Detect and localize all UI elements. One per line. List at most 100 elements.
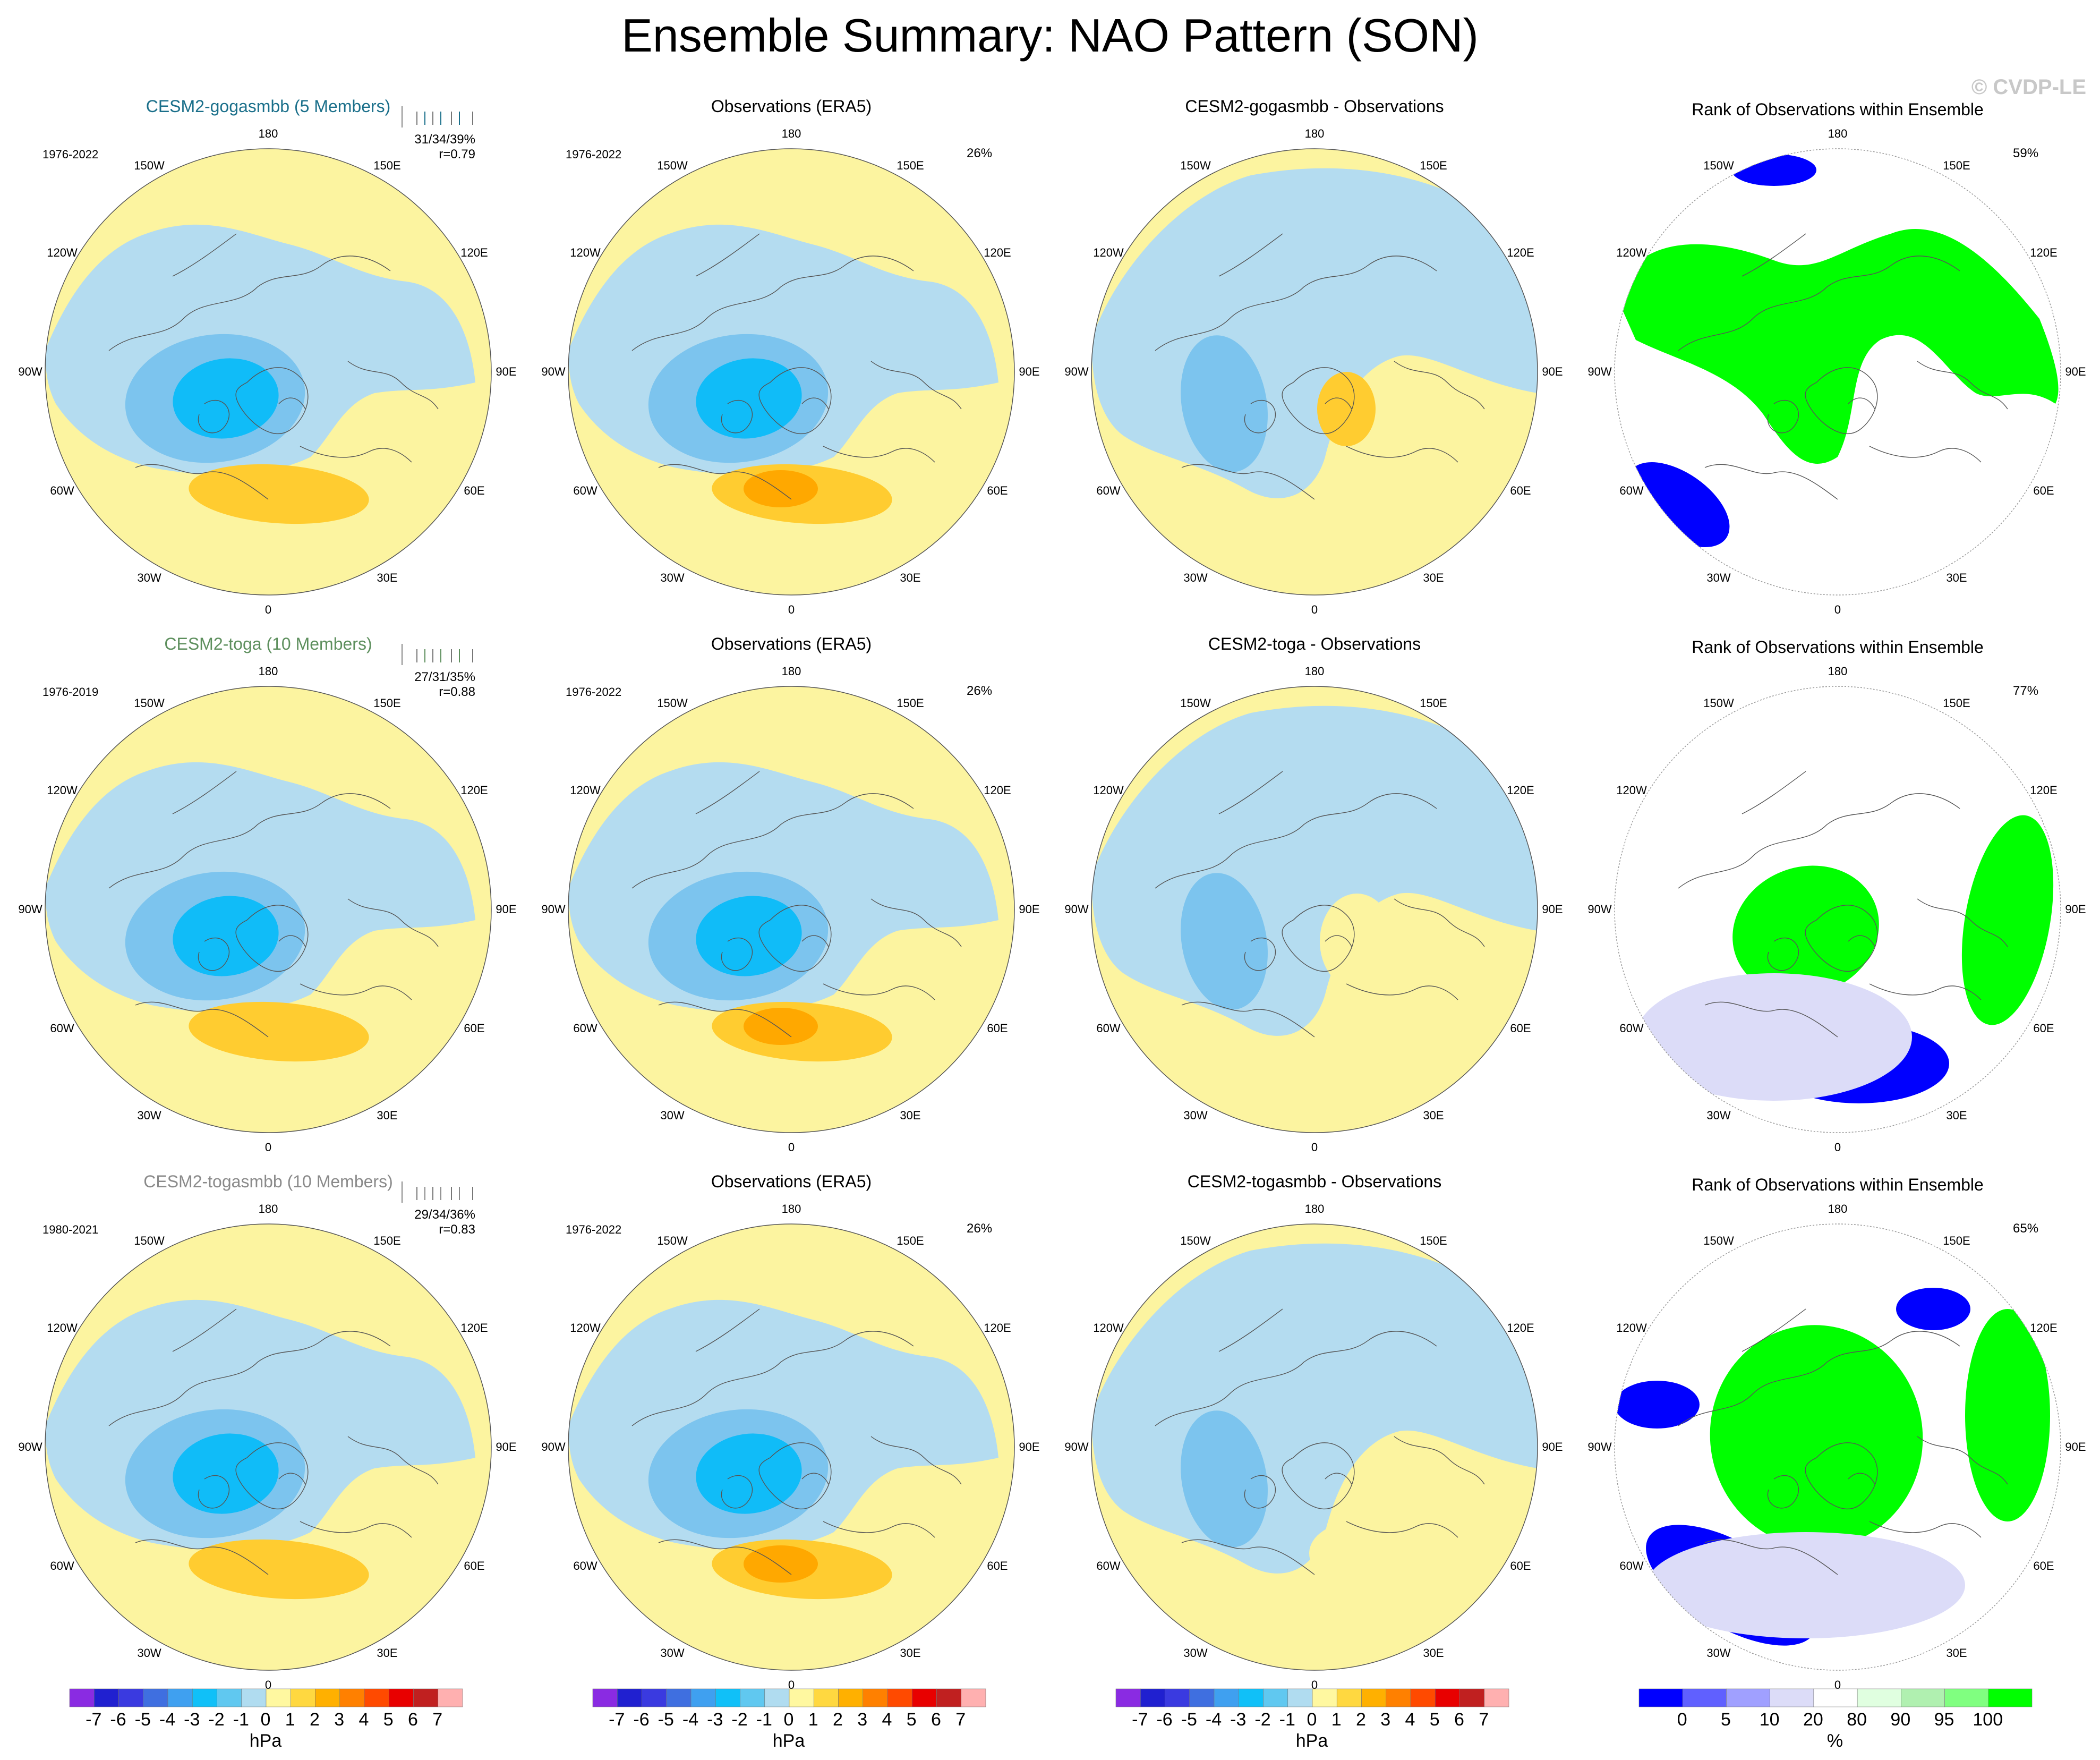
longitude-label: 120E [460,1321,488,1334]
longitude-label: 0 [264,1141,272,1154]
colorbar-box [1361,1688,1387,1707]
longitude-label: 30E [900,1108,921,1122]
colorbar-box [1189,1688,1215,1707]
longitude-label: 120W [47,1321,78,1334]
colorbar-tick-label: -7 [609,1710,625,1730]
rank-map [1614,148,2061,596]
colorbar-tick-label: 2 [833,1710,843,1730]
coastline [1181,1539,1315,1575]
colorbar-tick-label: -1 [233,1710,249,1730]
colorbar-box [1944,1688,1989,1707]
pattern-percent: 26% [967,146,993,160]
rank-low-region [1896,1288,1970,1330]
colorbar-tick-label: -7 [1132,1710,1148,1730]
longitude-label: 120W [570,246,601,259]
colorbar-box [1638,1688,1683,1707]
coastline [1678,256,1960,351]
colorbar-tick-label: -6 [110,1710,126,1730]
coastline [721,938,753,971]
coastline [1767,938,1799,971]
colorbar-tick-label: 6 [931,1710,941,1730]
longitude-label: 0 [788,1678,795,1691]
colorbar-tick-label: -1 [756,1710,772,1730]
colorbar-box [1813,1688,1858,1707]
colorbar-box [887,1688,912,1707]
longitude-label: 60E [987,1022,1008,1035]
map-outline [1091,686,1538,1133]
colorbar-box [1140,1688,1165,1707]
longitude-label: 120W [47,246,78,259]
colorbar-tick-label: 2 [310,1710,320,1730]
colorbar-box [167,1688,193,1707]
longitude-label: 60W [1096,1022,1121,1035]
longitude-label: 0 [1834,1141,1841,1154]
longitude-label: 180 [258,1202,278,1215]
colorbar-box [1287,1688,1313,1707]
longitude-label: 30W [1183,1108,1208,1122]
colorbar-tick-label: 1 [808,1710,818,1730]
longitude-label: 120E [460,784,488,797]
longitude-label: 90W [1064,365,1089,378]
coastline [823,983,935,1000]
rank-low-light-region [1636,973,1912,1101]
obs-map [568,1223,1015,1671]
longitude-label: 30E [1423,1646,1444,1660]
longitude-label: 150E [897,1234,924,1248]
coastline [1282,905,1355,972]
longitude-label: 150E [1943,1234,1970,1248]
rank-low-region [1615,1381,1700,1429]
colorbar-tick-label: 4 [1405,1710,1415,1730]
longitude-label: 150W [1180,696,1211,710]
longitude-label: 150E [1943,159,1970,173]
colorbar-box [1336,1688,1362,1707]
colorbar-box [1770,1688,1814,1707]
negative-anomaly-core [173,358,279,439]
longitude-label: 60W [573,1022,597,1035]
colorbar-tick-label: -5 [134,1710,151,1730]
colorbar-box [1214,1688,1239,1707]
coastline [631,256,914,351]
map-outline [1091,1223,1538,1671]
coastline [347,898,439,947]
longitude-label: 180 [781,127,801,140]
coastline [1346,1521,1458,1538]
longitude-label: 60W [1619,1559,1644,1572]
colorbar-box [413,1688,439,1707]
obs-panel-title: Observations (ERA5) [711,634,872,653]
rank-panel-title: Rank of Observations within Ensemble [1692,100,1984,119]
coastline [1346,446,1458,463]
longitude-label: 120E [2030,246,2058,259]
longitude-label: 150E [897,159,924,173]
longitude-label: 60E [2033,1022,2054,1035]
coastline [1325,397,1352,410]
longitude-label: 90E [1019,1440,1040,1453]
coastline [235,1442,309,1510]
variance-stats: 31/34/39% [414,132,475,147]
longitude-label: 120E [984,246,1011,259]
coastline [1848,935,1875,947]
colorbar-units: hPa [249,1731,282,1751]
longitude-label: 180 [1304,127,1325,140]
rank-colorbar [1638,1688,2033,1707]
longitude-label: 30E [377,1646,398,1660]
negative-anomaly-core [696,896,802,976]
colorbar-box [1410,1688,1436,1707]
longitude-label: 120W [1093,1321,1124,1334]
longitude-label: 90E [1019,365,1040,378]
obs-map [568,148,1015,596]
coastline [1678,1331,1960,1426]
colorbar-tick-label: -1 [1279,1710,1295,1730]
colorbar-box [1435,1688,1460,1707]
longitude-label: 60E [1510,1022,1531,1035]
longitude-label: 0 [1834,603,1841,616]
longitude-label: 150W [134,696,165,710]
colorbar-tick-label: 7 [1479,1710,1489,1730]
longitude-label: 150E [373,696,401,710]
negative-anomaly-core [173,1433,279,1514]
coastline [1244,400,1276,433]
map-outline [45,1223,492,1671]
longitude-label: 30W [1706,1646,1731,1660]
coastline [1805,367,1878,435]
coastline [278,935,306,947]
colorbar-box [1484,1688,1509,1707]
